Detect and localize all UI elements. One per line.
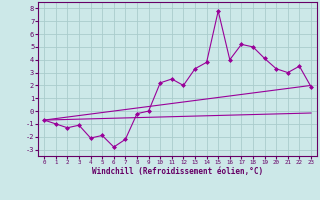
X-axis label: Windchill (Refroidissement éolien,°C): Windchill (Refroidissement éolien,°C)	[92, 167, 263, 176]
